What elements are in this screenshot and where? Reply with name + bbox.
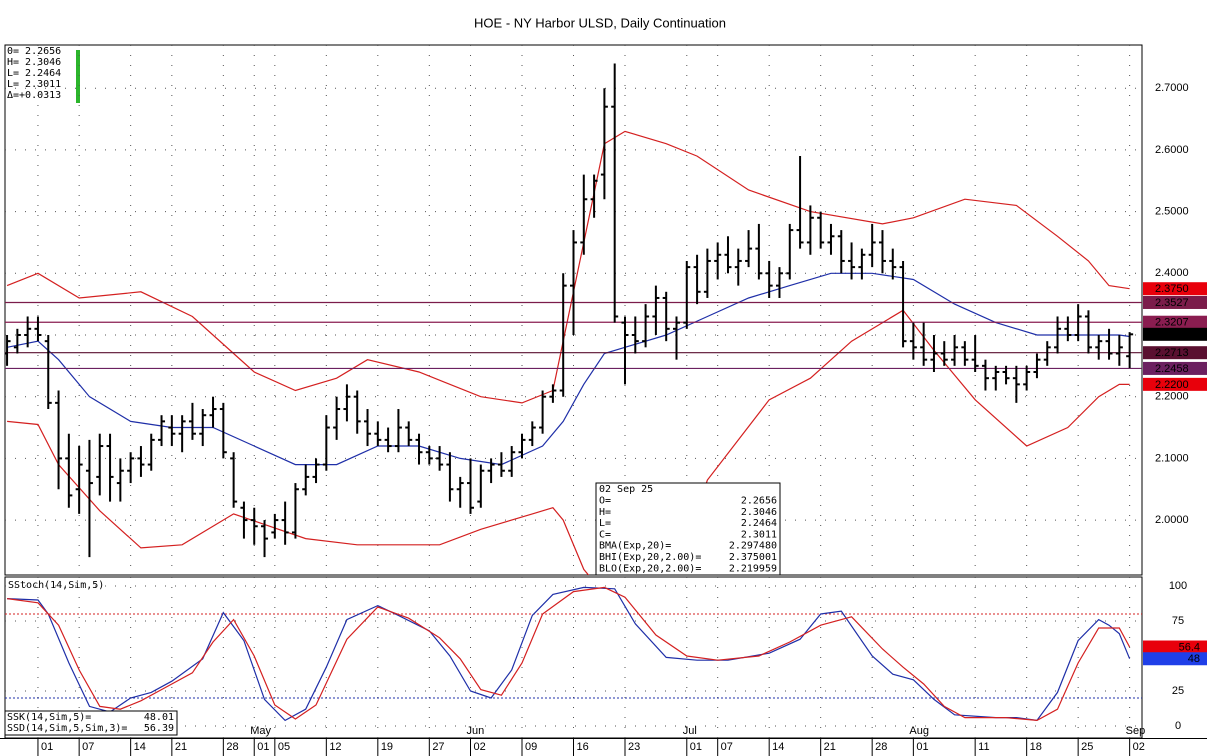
x-tick-label: 01 bbox=[41, 741, 53, 753]
stoch-readout-box bbox=[4, 710, 178, 736]
overlay-line bbox=[7, 309, 1130, 575]
price-tag bbox=[1143, 361, 1207, 375]
info-line: L= 2.3011 bbox=[7, 79, 61, 90]
data-box-date: 02 Sep 25 bbox=[599, 484, 653, 495]
data-box-value: 2.2464 bbox=[741, 518, 777, 529]
month-label: Sep bbox=[1126, 725, 1146, 737]
stoch-tag-label: 48 bbox=[1188, 653, 1200, 665]
overlay-line bbox=[6, 272, 1130, 466]
info-line: 0= 2.2656 bbox=[7, 46, 61, 57]
data-box-label: L= bbox=[599, 518, 611, 529]
x-tick-label: 14 bbox=[134, 741, 146, 753]
readout-label: SSK(14,Sim,5)= bbox=[7, 712, 91, 723]
y-tick-label: 2.4000 bbox=[1155, 267, 1189, 279]
month-label: May bbox=[250, 725, 271, 737]
stoch-tick-label: 0 bbox=[1175, 720, 1181, 732]
chart-title: HOE - NY Harbor ULSD, Daily Continuation bbox=[474, 15, 726, 30]
price-tag-label: 2.2200 bbox=[1155, 379, 1189, 391]
x-tick-label: 12 bbox=[329, 741, 341, 753]
data-box-value: 2.3011 bbox=[741, 529, 777, 540]
x-tick-label: 09 bbox=[525, 741, 537, 753]
stoch-tick-label: 25 bbox=[1172, 685, 1184, 697]
data-box-label: BHI(Exp,20,2.00)= bbox=[599, 552, 701, 563]
x-tick-label: 25 bbox=[1081, 741, 1093, 753]
data-box-label: C= bbox=[599, 529, 611, 540]
x-tick-label: 23 bbox=[628, 741, 640, 753]
price-tag-label: 2.2713 bbox=[1155, 347, 1189, 359]
x-tick-label: 16 bbox=[577, 741, 589, 753]
y-tick-label: 2.0000 bbox=[1155, 514, 1189, 526]
data-box-label: BMA(Exp,20)= bbox=[599, 541, 671, 552]
x-tick-label: 02 bbox=[474, 741, 486, 753]
price-tag-label: 2.3750 bbox=[1155, 283, 1189, 295]
y-tick-label: 2.5000 bbox=[1155, 205, 1189, 217]
price-tag bbox=[1143, 295, 1207, 309]
y-tick-label: 2.2000 bbox=[1155, 391, 1189, 403]
data-box-label: O= bbox=[599, 496, 611, 507]
data-box-value: 2.297480 bbox=[729, 541, 777, 552]
info-line: L= 2.2464 bbox=[7, 68, 61, 79]
x-tick-label: 18 bbox=[1030, 741, 1042, 753]
price-tag-label: 2.3207 bbox=[1155, 317, 1189, 329]
x-tick-label: 14 bbox=[772, 741, 784, 753]
price-tag bbox=[1143, 315, 1207, 329]
x-tick-label: 07 bbox=[721, 741, 733, 753]
stoch-tick-label: 100 bbox=[1169, 580, 1187, 592]
data-box-value: 2.2656 bbox=[741, 496, 777, 507]
x-tick-label: 28 bbox=[875, 741, 887, 753]
x-tick-label: 11 bbox=[978, 741, 989, 753]
price-tag-label: 2.2458 bbox=[1155, 363, 1189, 375]
x-tick-label: 19 bbox=[381, 741, 393, 753]
data-box-label: BLO(Exp,20,2.00)= bbox=[599, 563, 701, 574]
x-tick-label: 28 bbox=[226, 741, 238, 753]
price-tag bbox=[1143, 282, 1207, 296]
x-tick-label: 01 bbox=[916, 741, 928, 753]
price-tag bbox=[1143, 327, 1207, 341]
price-tag-label: 2.3011 bbox=[1155, 329, 1188, 341]
y-tick-label: 2.7000 bbox=[1155, 82, 1189, 94]
month-label: Aug bbox=[909, 725, 929, 737]
info-indicator bbox=[76, 50, 80, 103]
x-tick-label: 05 bbox=[278, 741, 290, 753]
x-tick-label: 07 bbox=[82, 741, 94, 753]
data-box-value: 2.219959 bbox=[729, 563, 777, 574]
y-tick-label: 2.1000 bbox=[1155, 452, 1189, 464]
readout-label: SSD(14,Sim,5,Sim,3)= bbox=[7, 723, 127, 734]
readout-value: 48.01 bbox=[144, 712, 174, 723]
data-box-value: 2.375001 bbox=[729, 552, 777, 563]
x-tick-label: 02 bbox=[1133, 741, 1145, 753]
x-tick-label: 21 bbox=[824, 741, 836, 753]
month-label: Jul bbox=[683, 725, 697, 737]
price-tag bbox=[1143, 377, 1207, 391]
info-line: Δ=+0.0313 bbox=[7, 90, 61, 101]
stoch-tag bbox=[1143, 640, 1207, 654]
info-line: H= 2.3046 bbox=[7, 57, 61, 68]
data-box-value: 2.3046 bbox=[741, 507, 777, 518]
x-tick-label: 27 bbox=[432, 741, 444, 753]
stoch-title: SStoch(14,Sim,5) bbox=[8, 580, 104, 591]
stoch-line bbox=[7, 586, 1131, 722]
x-tick-label: 01 bbox=[257, 741, 269, 753]
stoch-tag-label: 56.4 bbox=[1179, 641, 1200, 653]
price-tag bbox=[1143, 346, 1207, 360]
data-box bbox=[595, 482, 781, 576]
x-tick-label: 01 bbox=[690, 741, 702, 753]
y-tick-label: 2.6000 bbox=[1155, 144, 1189, 156]
data-box-label: H= bbox=[599, 507, 611, 518]
price-tag-label: 2.3527 bbox=[1155, 297, 1189, 309]
stoch-tick-label: 75 bbox=[1172, 615, 1184, 627]
readout-value: 56.39 bbox=[144, 723, 174, 734]
month-label: Jun bbox=[467, 725, 485, 737]
x-tick-label: 21 bbox=[175, 741, 187, 753]
stoch-tag bbox=[1143, 652, 1207, 666]
